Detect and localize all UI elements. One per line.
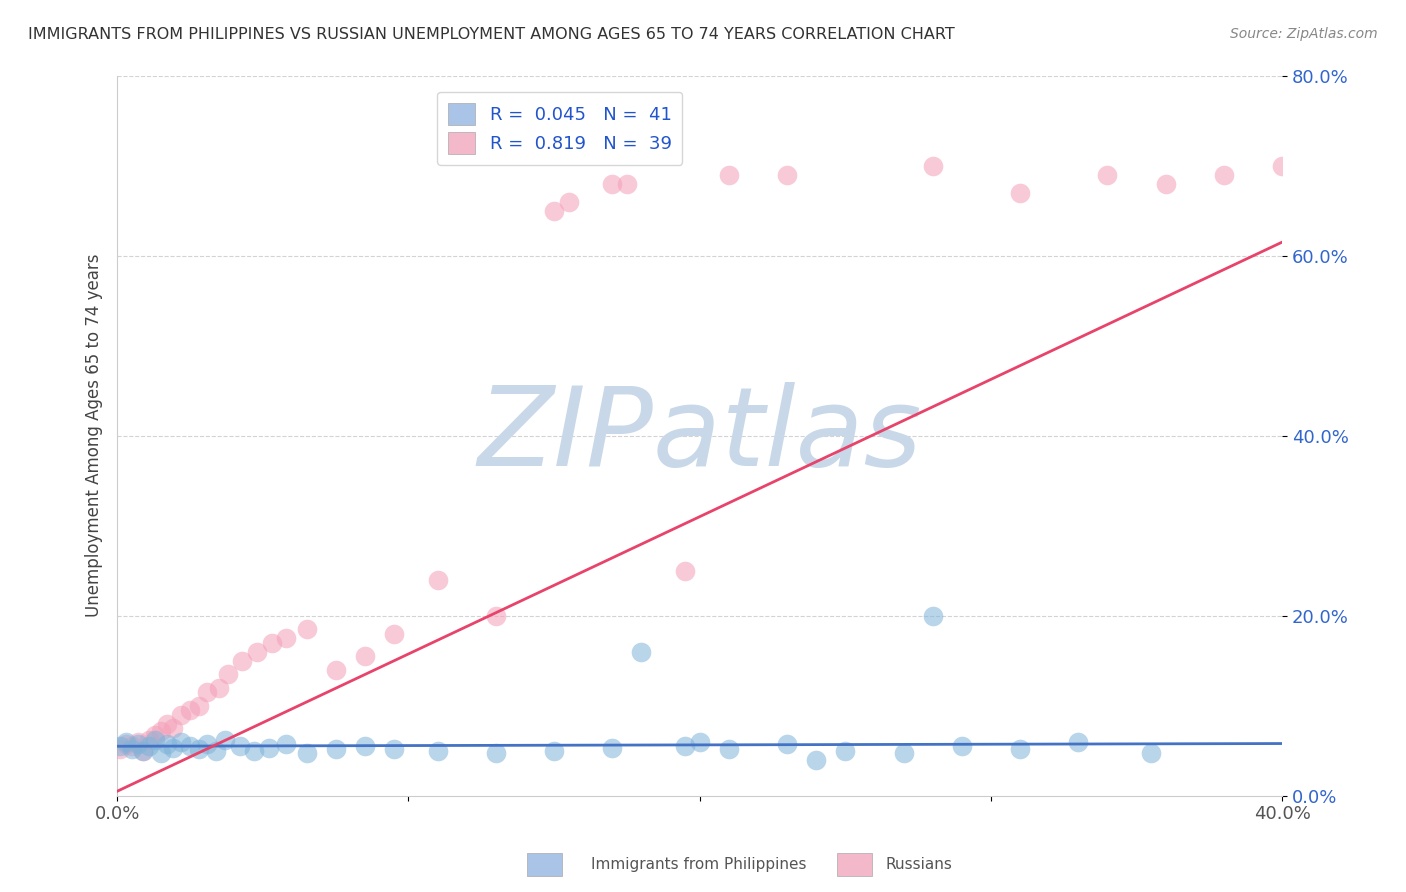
Point [426, 573, 449, 587]
Point [197, 685, 219, 699]
Point [325, 742, 347, 756]
Point [717, 742, 740, 756]
Point [132, 744, 155, 758]
Point [353, 739, 375, 754]
Point [1010, 742, 1032, 756]
Point [156, 738, 179, 752]
Y-axis label: Unemployment Among Ages 65 to 74 years: Unemployment Among Ages 65 to 74 years [86, 254, 103, 617]
Point [543, 744, 565, 758]
Point [149, 723, 172, 738]
Point [108, 742, 131, 756]
Point [543, 203, 565, 218]
Point [187, 742, 209, 756]
Point [143, 733, 166, 747]
Point [179, 739, 201, 754]
Point [1213, 168, 1236, 182]
Point [138, 733, 160, 747]
Point [243, 744, 266, 758]
Point [246, 645, 269, 659]
Point [893, 746, 915, 760]
Point [170, 707, 193, 722]
Point [162, 741, 184, 756]
Point [426, 744, 449, 758]
Point [1271, 159, 1294, 173]
Point [1154, 177, 1177, 191]
Point [673, 739, 696, 754]
Point [776, 168, 799, 182]
Legend: R =  0.045   N =  41, R =  0.819   N =  39: R = 0.045 N = 41, R = 0.819 N = 39 [437, 92, 682, 165]
Point [921, 608, 943, 623]
Text: Russians: Russians [886, 857, 953, 872]
Point [156, 716, 179, 731]
Point [485, 608, 508, 623]
Point [205, 744, 228, 758]
Point [214, 733, 236, 747]
Point [127, 735, 149, 749]
Point [673, 564, 696, 578]
Point [1067, 735, 1090, 749]
Point [689, 735, 711, 749]
Point [274, 737, 297, 751]
Point [217, 667, 239, 681]
Point [228, 739, 250, 754]
Point [602, 177, 624, 191]
Point [260, 636, 283, 650]
Point [149, 746, 172, 760]
Point [353, 649, 375, 664]
Text: IMMIGRANTS FROM PHILIPPINES VS RUSSIAN UNEMPLOYMENT AMONG AGES 65 TO 74 YEARS CO: IMMIGRANTS FROM PHILIPPINES VS RUSSIAN U… [28, 27, 955, 42]
Point [170, 735, 193, 749]
Point [162, 721, 184, 735]
Point [776, 737, 799, 751]
Point [108, 739, 131, 754]
Point [834, 744, 856, 758]
Point [121, 742, 143, 756]
Point [127, 737, 149, 751]
Point [616, 177, 638, 191]
Point [208, 681, 231, 695]
Point [557, 194, 579, 209]
Point [382, 626, 405, 640]
Point [274, 631, 297, 645]
Point [143, 727, 166, 741]
Point [115, 735, 138, 749]
Point [121, 739, 143, 754]
Text: Source: ZipAtlas.com: Source: ZipAtlas.com [1230, 27, 1378, 41]
Text: Immigrants from Philippines: Immigrants from Philippines [591, 857, 806, 872]
Point [295, 622, 318, 636]
Point [485, 746, 508, 760]
Point [295, 746, 318, 760]
Point [257, 741, 280, 756]
Point [138, 739, 160, 754]
Point [717, 168, 740, 182]
Point [132, 744, 155, 758]
Point [950, 739, 973, 754]
Point [1140, 746, 1163, 760]
Point [1097, 168, 1119, 182]
Point [325, 663, 347, 677]
Point [187, 698, 209, 713]
Point [602, 741, 624, 756]
Point [197, 737, 219, 751]
Point [806, 753, 828, 767]
Point [1010, 186, 1032, 200]
Point [115, 737, 138, 751]
Point [231, 654, 253, 668]
Text: ZIPatlas: ZIPatlas [478, 382, 922, 489]
Point [179, 703, 201, 717]
Point [921, 159, 943, 173]
Point [382, 742, 405, 756]
Point [630, 645, 652, 659]
